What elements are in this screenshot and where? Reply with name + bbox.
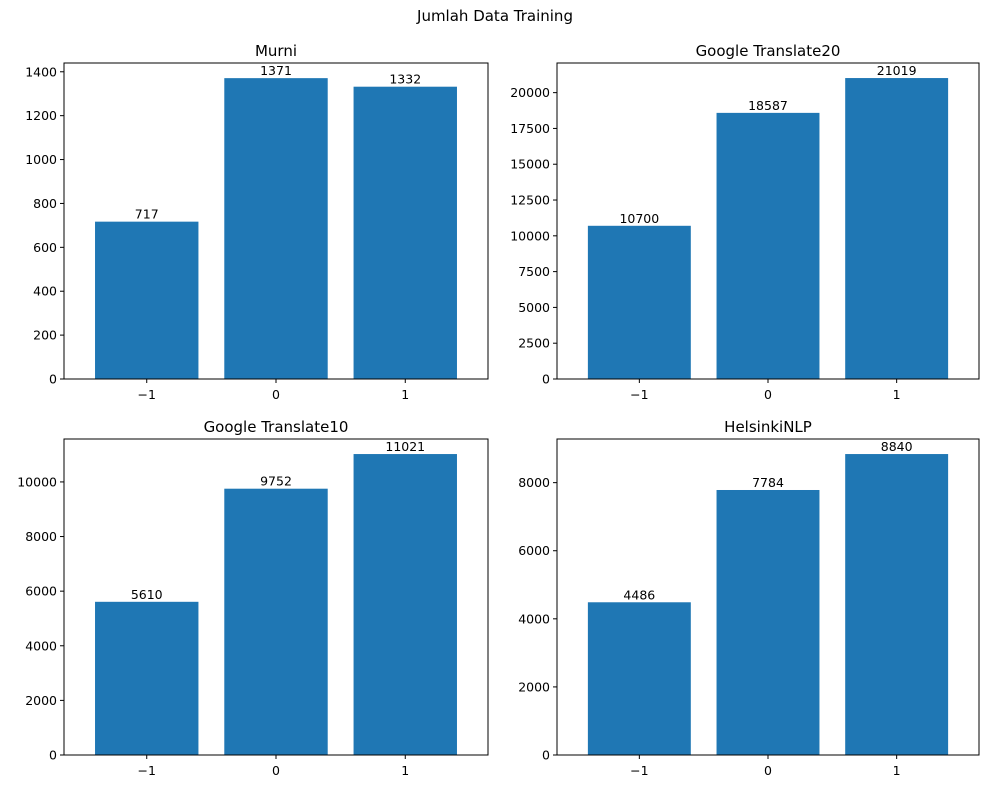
bar-1	[95, 221, 199, 379]
x-tick-label-2: 0	[764, 763, 772, 778]
subplot-title: Google Translate20	[696, 42, 841, 60]
bar-3	[845, 78, 949, 379]
bar-1	[95, 601, 199, 755]
x-tick-label-2: 0	[764, 387, 772, 402]
y-tick-label-8: 17500	[510, 121, 550, 136]
x-tick-label-3: 1	[893, 387, 901, 402]
y-tick-label-5: 800	[33, 196, 57, 211]
bar-3	[353, 454, 457, 755]
y-tick-label-6: 10000	[17, 474, 57, 489]
y-tick-label-5: 8000	[518, 475, 550, 490]
bar-2	[716, 112, 820, 379]
y-tick-label-5: 10000	[510, 228, 550, 243]
bar-value-label-1: 10700	[619, 211, 659, 226]
y-tick-label-2: 2000	[25, 693, 57, 708]
y-tick-label-1: 0	[542, 748, 550, 763]
x-tick-label-2: 0	[272, 387, 280, 402]
subplot-title: HelsinkiNLP	[724, 418, 812, 436]
bar-value-label-2: 1371	[260, 63, 292, 78]
bar-2	[716, 489, 820, 755]
y-tick-label-4: 6000	[25, 584, 57, 599]
bar-1	[587, 225, 691, 379]
bar-value-label-2: 18587	[748, 98, 788, 113]
x-tick-label-2: 0	[272, 763, 280, 778]
x-tick-label-1: −1	[630, 763, 648, 778]
bar-2	[224, 488, 328, 755]
y-tick-label-4: 600	[33, 240, 57, 255]
y-tick-label-6: 1000	[25, 152, 57, 167]
y-tick-label-9: 20000	[510, 85, 550, 100]
y-tick-label-6: 12500	[510, 193, 550, 208]
y-tick-label-1: 0	[49, 748, 57, 763]
bar-value-label-1: 717	[135, 207, 159, 222]
y-tick-label-3: 5000	[518, 300, 550, 315]
bar-3	[353, 86, 457, 379]
bar-value-label-1: 5610	[131, 587, 163, 602]
y-tick-label-4: 6000	[518, 543, 550, 558]
subplot-4: 4486 7784 8840 0 2000 4000 6000 8000 −1 0 1 Helsink…	[518, 418, 980, 778]
y-tick-label-7: 1200	[25, 108, 57, 123]
subplot-1: 717 1371 1332 0 200 400 600 800 1000 1200 1400 −1 0 1…	[25, 42, 489, 402]
figure-title: Jumlah Data Training	[417, 7, 573, 25]
x-tick-label-3: 1	[893, 763, 901, 778]
y-tick-label-8: 1400	[25, 64, 57, 79]
subplot-title: Google Translate10	[204, 418, 349, 436]
y-tick-label-4: 7500	[518, 264, 550, 279]
bar-value-label-2: 7784	[752, 475, 784, 490]
subplot-title: Murni	[255, 42, 297, 60]
y-tick-label-1: 0	[49, 372, 57, 387]
bar-value-label-1: 4486	[623, 587, 655, 602]
y-tick-label-2: 200	[33, 328, 57, 343]
subplot-3: 5610 9752 11021 0 2000 4000 6000 8000 10000 −1 0 1 G…	[17, 418, 489, 778]
y-tick-label-1: 0	[542, 372, 550, 387]
y-tick-label-3: 4000	[25, 638, 57, 653]
x-tick-label-3: 1	[401, 387, 409, 402]
bar-value-label-3: 11021	[385, 439, 425, 454]
bar-1	[587, 602, 691, 755]
y-tick-label-3: 400	[33, 284, 57, 299]
subplot-2: 10700 18587 21019 0 2500 5000 7500 10000 12500 15…	[510, 42, 980, 402]
bar-value-label-3: 8840	[881, 439, 913, 454]
y-tick-label-7: 15000	[510, 157, 550, 172]
y-tick-label-3: 4000	[518, 611, 550, 626]
y-tick-label-2: 2500	[518, 336, 550, 351]
bar-3	[845, 454, 949, 755]
bar-value-label-2: 9752	[260, 474, 292, 489]
bar-value-label-3: 1332	[389, 72, 421, 87]
x-tick-label-1: −1	[138, 387, 156, 402]
bar-2	[224, 78, 328, 380]
bar-value-label-3: 21019	[877, 63, 917, 78]
x-tick-label-1: −1	[630, 387, 648, 402]
x-tick-label-3: 1	[401, 763, 409, 778]
x-tick-label-1: −1	[138, 763, 156, 778]
y-tick-label-5: 8000	[25, 529, 57, 544]
y-tick-label-2: 2000	[518, 679, 550, 694]
